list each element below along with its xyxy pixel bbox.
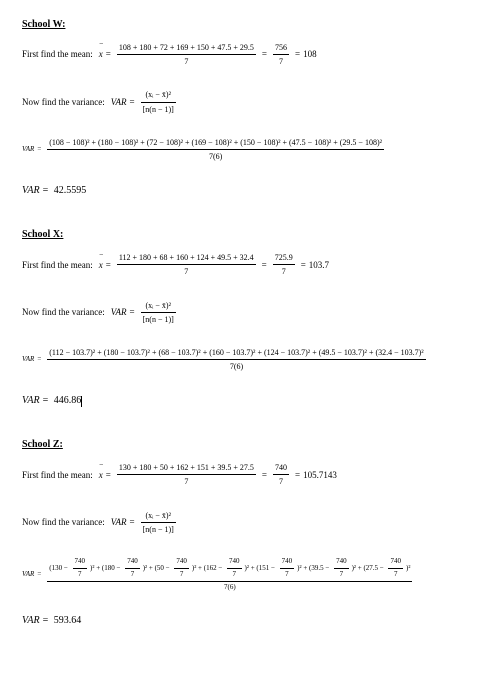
x-mean-num: 112 + 180 + 68 + 160 + 124 + 49.5 + 32.4: [117, 252, 256, 265]
var-formula: (xᵢ − x̄)²[n(n − 1)]: [141, 300, 176, 325]
equals: =: [262, 469, 267, 482]
z-mean-frac: 130 + 180 + 50 + 162 + 151 + 39.5 + 27.5…: [117, 462, 256, 487]
x-result: VAR = 446.86: [22, 394, 478, 408]
var-lead: Now find the variance:: [22, 96, 105, 109]
equals: =: [130, 96, 135, 109]
var-formula: (xᵢ − x̄)²[n(n − 1)]: [141, 89, 176, 114]
var-label: VAR: [111, 516, 127, 529]
school-z-title: School Z:: [22, 438, 478, 452]
equals: =: [262, 48, 267, 61]
z-var-frac: (130 − 7407)² + (180 − 7407)² + (50 − 74…: [47, 557, 412, 592]
mean-lead: First find the mean:: [22, 469, 93, 482]
z-res-val: 593.64: [54, 614, 82, 628]
equals: =: [37, 355, 41, 365]
x-res-val: 446.86: [54, 394, 82, 408]
equals: =: [43, 394, 49, 408]
xbar-symbol: x: [99, 259, 103, 272]
w-var-lead-row: Now find the variance: VAR = (xᵢ − x̄)²[…: [22, 89, 478, 114]
z-mean-val: 105.7143: [303, 469, 337, 482]
var-label: VAR: [22, 355, 34, 365]
equals: =: [295, 469, 300, 482]
var-label: VAR: [22, 570, 34, 580]
equals: =: [43, 184, 49, 198]
var-lead: Now find the variance:: [22, 306, 105, 319]
equals: =: [106, 259, 111, 272]
z-var-lead-row: Now find the variance: VAR = (xᵢ − x̄)²[…: [22, 510, 478, 535]
equals: =: [130, 516, 135, 529]
equals: =: [106, 469, 111, 482]
mean-lead: First find the mean:: [22, 48, 93, 61]
w-sum: 756: [273, 42, 289, 55]
z-mean-num: 130 + 180 + 50 + 162 + 151 + 39.5 + 27.5: [117, 462, 256, 475]
x-sum: 725.9: [273, 252, 295, 265]
equals: =: [37, 570, 41, 580]
var-label: VAR: [22, 184, 40, 198]
z-sum-frac: 7407: [273, 462, 289, 487]
equals: =: [301, 259, 306, 272]
w-mean-val: 108: [303, 48, 317, 61]
w-result: VAR = 42.5595: [22, 184, 478, 198]
formula-num: (xᵢ − x̄)²: [141, 300, 176, 313]
mean-lead: First find the mean:: [22, 259, 93, 272]
z-var-den: 7(6): [47, 582, 412, 593]
school-x-title: School X:: [22, 228, 478, 242]
xbar-symbol: x: [99, 469, 103, 482]
x-mean-val: 103.7: [309, 259, 329, 272]
w-res-val: 42.5595: [54, 184, 87, 198]
z-result: VAR = 593.64: [22, 614, 478, 628]
w-mean-row: First find the mean: x = 108 + 180 + 72 …: [22, 42, 478, 67]
w-mean-num: 108 + 180 + 72 + 169 + 150 + 47.5 + 29.5: [117, 42, 256, 55]
x-mean-den: 7: [117, 265, 256, 277]
w-var-frac: (108 − 108)² + (180 − 108)² + (72 − 108)…: [47, 137, 384, 162]
var-label: VAR: [22, 145, 34, 155]
var-label: VAR: [22, 394, 40, 408]
equals: =: [295, 48, 300, 61]
w-var-num: (108 − 108)² + (180 − 108)² + (72 − 108)…: [47, 137, 384, 150]
x-var-calc: VAR = (112 − 103.7)² + (180 − 103.7)² + …: [22, 347, 478, 372]
var-label: VAR: [111, 306, 127, 319]
x-mean-row: First find the mean: x = 112 + 180 + 68 …: [22, 252, 478, 277]
school-x-section: School X: First find the mean: x = 112 +…: [22, 228, 478, 408]
var-lead: Now find the variance:: [22, 516, 105, 529]
x-sum-frac: 725.97: [273, 252, 295, 277]
x-var-num: (112 − 103.7)² + (180 − 103.7)² + (68 − …: [47, 347, 425, 360]
w-sum-den: 7: [273, 55, 289, 67]
equals: =: [37, 145, 41, 155]
equals: =: [106, 48, 111, 61]
z-var-calc: VAR = (130 − 7407)² + (180 − 7407)² + (5…: [22, 557, 478, 592]
x-var-frac: (112 − 103.7)² + (180 − 103.7)² + (68 − …: [47, 347, 425, 372]
x-mean-frac: 112 + 180 + 68 + 160 + 124 + 49.5 + 32.4…: [117, 252, 256, 277]
z-sum: 740: [273, 462, 289, 475]
cursor: [81, 396, 82, 407]
w-var-calc: VAR = (108 − 108)² + (180 − 108)² + (72 …: [22, 137, 478, 162]
formula-den: [n(n − 1)]: [141, 313, 176, 325]
x-var-den: 7(6): [47, 360, 425, 372]
var-label: VAR: [22, 614, 40, 628]
w-mean-frac: 108 + 180 + 72 + 169 + 150 + 47.5 + 29.5…: [117, 42, 256, 67]
formula-den: [n(n − 1)]: [141, 523, 176, 535]
formula-num: (xᵢ − x̄)²: [141, 89, 176, 102]
z-mean-den: 7: [117, 475, 256, 487]
var-formula: (xᵢ − x̄)²[n(n − 1)]: [141, 510, 176, 535]
school-w-title: School W:: [22, 18, 478, 32]
school-z-section: School Z: First find the mean: x = 130 +…: [22, 438, 478, 628]
var-label: VAR: [111, 96, 127, 109]
x-sum-den: 7: [273, 265, 295, 277]
z-mean-row: First find the mean: x = 130 + 180 + 50 …: [22, 462, 478, 487]
school-w-section: School W: First find the mean: x = 108 +…: [22, 18, 478, 198]
equals: =: [262, 259, 267, 272]
z-var-num: (130 − 7407)² + (180 − 7407)² + (50 − 74…: [47, 557, 412, 582]
formula-den: [n(n − 1)]: [141, 103, 176, 115]
equals: =: [130, 306, 135, 319]
xbar-symbol: x: [99, 48, 103, 61]
w-sum-frac: 7567: [273, 42, 289, 67]
w-var-den: 7(6): [47, 150, 384, 162]
x-var-lead-row: Now find the variance: VAR = (xᵢ − x̄)²[…: [22, 300, 478, 325]
z-sum-den: 7: [273, 475, 289, 487]
equals: =: [43, 614, 49, 628]
w-mean-den: 7: [117, 55, 256, 67]
formula-num: (xᵢ − x̄)²: [141, 510, 176, 523]
